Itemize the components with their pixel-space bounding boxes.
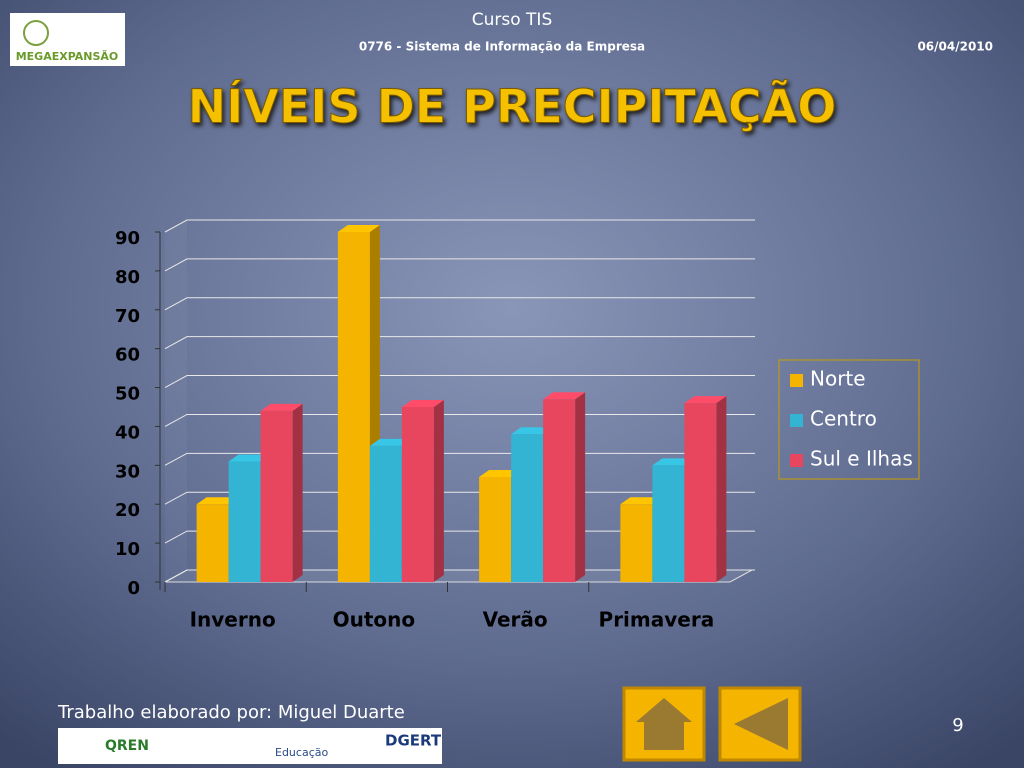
logos-strip <box>58 728 442 764</box>
logo-text: MEGAEXPANSÃO <box>16 50 119 63</box>
bar <box>401 400 444 582</box>
legend-swatch <box>790 374 803 387</box>
y-tick-label: 30 <box>115 461 140 482</box>
bar-top <box>479 470 522 477</box>
y-tick-label: 70 <box>115 306 140 327</box>
bar-front <box>337 232 370 582</box>
bar-front <box>260 410 293 582</box>
y-tick-label: 80 <box>115 267 140 288</box>
x-tick-label: Verão <box>483 608 548 632</box>
bar-top <box>196 497 239 505</box>
bar-side <box>433 400 444 582</box>
bar-front <box>369 445 402 582</box>
chart: 0 10 20 30 40 50 60 70 80 90 Inverno Outono Verão Pri… <box>115 219 913 632</box>
subject: 0776 - Sistema de Informação da Empresa <box>359 40 645 54</box>
y-tick-label: 90 <box>115 228 140 249</box>
grid-line <box>164 336 755 350</box>
y-tick-label: 40 <box>115 422 140 443</box>
logo-qren: QREN <box>105 738 149 754</box>
logo-icon <box>23 20 49 46</box>
back-button[interactable] <box>718 686 802 762</box>
grid-line <box>164 375 755 388</box>
bar-front <box>401 407 434 582</box>
bar-top <box>511 427 554 435</box>
y-tick-label: 60 <box>115 345 140 366</box>
chart-title: NÍVEIS DE PRECIPITAÇÃO <box>188 79 837 134</box>
bar-top <box>369 438 412 446</box>
bar-front <box>196 504 229 582</box>
bar-top <box>228 454 271 462</box>
course: Curso TIS <box>472 10 552 30</box>
bar-side <box>716 396 727 582</box>
grid-line <box>164 258 755 272</box>
logo-educacao: Educação <box>275 746 328 759</box>
y-tick-label: 10 <box>115 539 140 560</box>
legend-label: Norte <box>810 367 866 391</box>
bar-top <box>260 403 303 411</box>
bar-top <box>337 225 380 232</box>
y-tick-label: 0 <box>127 578 140 599</box>
author: Trabalho elaborado por: Miguel Duarte <box>57 702 405 723</box>
y-tick-label: 50 <box>115 384 140 405</box>
x-tick-label: Outono <box>333 608 416 632</box>
bar-front <box>620 504 653 582</box>
bar <box>543 392 586 582</box>
bar-front <box>684 403 717 582</box>
bar-side <box>575 392 586 582</box>
legend-label: Sul e Ilhas <box>810 447 913 471</box>
bar-top <box>543 392 586 400</box>
legend-swatch <box>790 454 803 467</box>
bar-top <box>620 497 663 505</box>
legend-swatch <box>790 414 803 427</box>
bar-front <box>479 477 512 582</box>
logo-box <box>10 13 125 66</box>
legend-box <box>778 359 920 480</box>
page-number: 9 <box>952 715 963 736</box>
bar-front <box>543 399 576 582</box>
x-tick-label: Primavera <box>599 608 715 632</box>
back-wall <box>165 220 187 582</box>
date: 06/04/2010 <box>917 40 993 54</box>
home-button[interactable] <box>622 686 706 762</box>
bar-top <box>684 396 727 404</box>
bar-front <box>228 461 261 582</box>
legend-label: Centro <box>810 407 877 431</box>
bar-side <box>292 403 303 582</box>
y-tick-label: 20 <box>115 500 140 521</box>
bar <box>260 403 303 582</box>
bar <box>684 396 727 582</box>
grid-line <box>164 219 755 233</box>
bar-front <box>652 465 685 582</box>
bar-top <box>401 400 444 407</box>
grid-line <box>164 297 755 311</box>
bar-top <box>652 458 695 466</box>
bar-front <box>511 434 544 582</box>
x-tick-label: Inverno <box>190 608 276 632</box>
logo-dgert: DGERT <box>385 732 442 750</box>
